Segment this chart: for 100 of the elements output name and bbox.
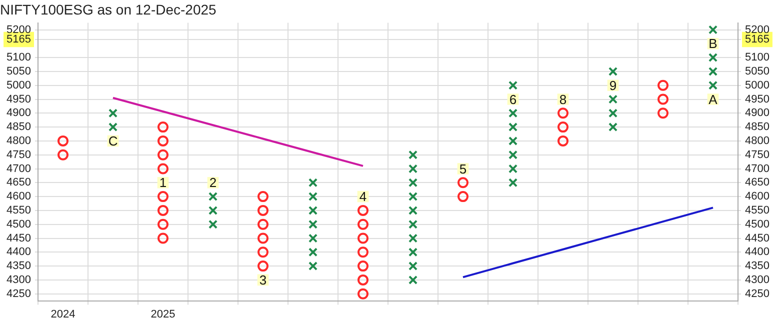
- point: [308, 248, 318, 257]
- y2-tick-label: 4900: [745, 107, 770, 120]
- point: [208, 220, 218, 229]
- annotation: 4: [359, 189, 367, 204]
- point: [508, 178, 518, 188]
- point: [158, 122, 168, 133]
- y2-tick-label: 4750: [745, 148, 770, 161]
- point: [658, 108, 668, 119]
- point: [308, 206, 318, 215]
- y2-tick-label: 4500: [745, 218, 770, 230]
- point: [508, 122, 518, 132]
- point: [258, 246, 268, 258]
- y-tick-label: 4900: [6, 107, 31, 120]
- chart-title: NIFTY100ESG as on 12-Dec-2025: [0, 1, 217, 18]
- point: [308, 178, 318, 188]
- point: [358, 246, 368, 258]
- point: [708, 80, 718, 90]
- point: [458, 177, 468, 188]
- point: [408, 220, 418, 229]
- annotation: A: [708, 92, 718, 107]
- y2-tick-label: 4800: [745, 134, 770, 147]
- point: [708, 25, 718, 34]
- annotation: 5: [459, 161, 467, 176]
- point: [658, 80, 668, 91]
- point: [408, 192, 418, 202]
- y-tick-label: 4550: [6, 204, 31, 216]
- point: [308, 220, 318, 229]
- point: [258, 204, 268, 216]
- point: [258, 232, 268, 244]
- point: [658, 94, 668, 105]
- y-tick-label: 4400: [6, 246, 31, 258]
- annotation: 9: [609, 78, 617, 93]
- point: [408, 262, 418, 271]
- x-tick-label: 2025: [150, 308, 176, 320]
- y-tick-label: 4600: [6, 190, 31, 203]
- point: [308, 234, 318, 243]
- point: [108, 122, 118, 132]
- point: [558, 108, 568, 119]
- point: [358, 260, 368, 272]
- point: [558, 122, 568, 133]
- point: [358, 218, 368, 230]
- y2-tick-label: 4550: [745, 204, 770, 216]
- annotation: 1: [159, 175, 167, 190]
- y-tick-label: 4850: [6, 121, 31, 134]
- y-tick-label: 5100: [6, 52, 31, 64]
- y2-tick-label: 4650: [745, 176, 770, 189]
- y-tick-label: 4750: [6, 148, 31, 161]
- point: [158, 232, 168, 244]
- y-tick-label: 4700: [6, 162, 31, 175]
- point: [358, 232, 368, 244]
- y2-tick-label: 4350: [745, 260, 770, 272]
- y-tick-label: 4300: [6, 274, 31, 286]
- y2-tick-label: 5000: [745, 79, 770, 92]
- point: [358, 204, 368, 216]
- point: [258, 260, 268, 272]
- point: [558, 135, 568, 146]
- point: [608, 66, 618, 76]
- point: [58, 149, 68, 160]
- y2-tick-label: 4300: [745, 274, 770, 286]
- point: [508, 150, 518, 160]
- point: [508, 136, 518, 146]
- point: [408, 178, 418, 188]
- annotation: 2: [209, 175, 217, 190]
- point: [308, 192, 318, 202]
- y-tick-label: 4450: [6, 232, 31, 244]
- point: [108, 108, 118, 118]
- point: [408, 275, 418, 284]
- annotation: C: [108, 134, 118, 149]
- y2-tick-label: 4600: [745, 190, 770, 203]
- y2-tick-label: 4450: [745, 232, 770, 244]
- point: [358, 274, 368, 286]
- point: [258, 191, 268, 202]
- point: [408, 150, 418, 160]
- point: [158, 218, 168, 230]
- y2-tick-label: 4850: [745, 121, 770, 134]
- point: [608, 108, 618, 118]
- point: [258, 218, 268, 230]
- point: [508, 164, 518, 174]
- point: [308, 262, 318, 271]
- point: [208, 206, 218, 215]
- annotation: B: [708, 36, 718, 52]
- annotation: 6: [509, 92, 517, 107]
- point: [58, 135, 68, 146]
- point: [458, 191, 468, 202]
- point: [608, 122, 618, 132]
- y2-tick-label: 4700: [745, 162, 770, 175]
- point: [408, 164, 418, 174]
- point: [708, 66, 718, 76]
- y-tick-label: 4350: [6, 260, 31, 272]
- point: [208, 192, 218, 202]
- y2-tick-label: 5050: [745, 65, 770, 78]
- y-tick-label: 5000: [6, 79, 31, 92]
- point: [708, 53, 718, 62]
- y-tick-label: 4500: [6, 218, 31, 230]
- point: [158, 191, 168, 202]
- y2-tick-label: 4950: [745, 93, 770, 106]
- point: [508, 80, 518, 90]
- y2-tick-label: 5165: [745, 34, 770, 46]
- point: [408, 206, 418, 215]
- point: [158, 149, 168, 160]
